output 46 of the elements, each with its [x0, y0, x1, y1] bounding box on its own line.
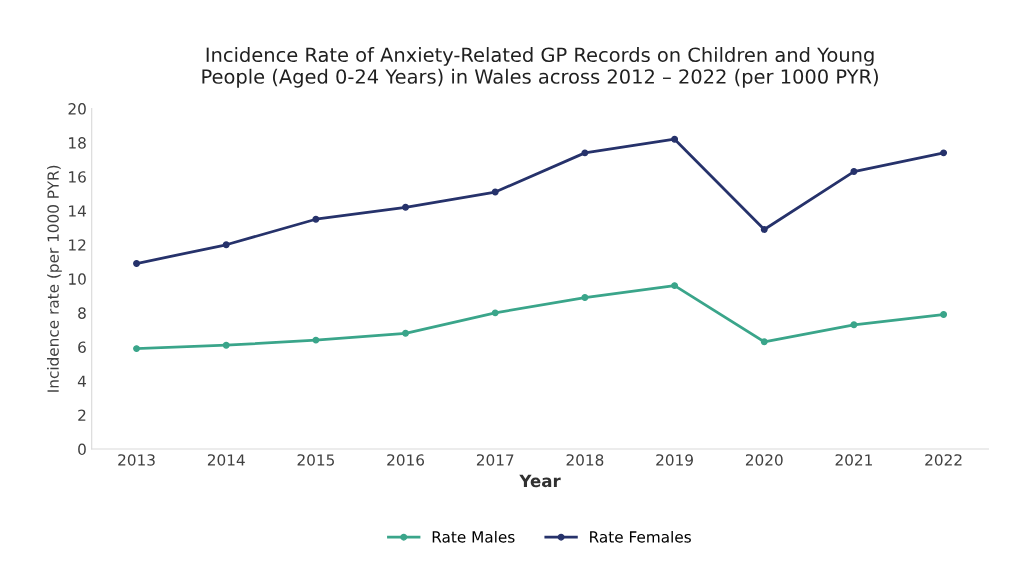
y-tick-label: 18 — [69, 137, 86, 149]
y-tick-label: 6 — [78, 341, 86, 353]
point — [402, 203, 410, 211]
point — [222, 341, 230, 349]
point — [581, 149, 589, 157]
x-tick-label: 2022 — [925, 454, 962, 466]
point — [222, 241, 230, 249]
point — [940, 311, 948, 319]
point — [491, 188, 499, 196]
point — [312, 336, 320, 344]
point — [133, 260, 141, 267]
point — [671, 282, 679, 290]
x-axis-title: Year — [519, 474, 561, 488]
y-tick-label: 10 — [69, 273, 86, 285]
x-tick-label: 2015 — [297, 454, 334, 466]
point — [491, 309, 499, 317]
x-tick-label: 2013 — [118, 454, 155, 466]
x-tick-label: 2019 — [656, 454, 693, 466]
x-tick-label: 2020 — [745, 454, 783, 466]
x-tick-label: 2021 — [835, 454, 872, 466]
x-tick-label: 2016 — [387, 454, 425, 466]
y-tick-label: 4 — [77, 375, 86, 387]
point — [402, 329, 410, 337]
point — [133, 345, 141, 353]
point — [850, 168, 858, 176]
point — [671, 135, 679, 143]
y-tick-label: 0 — [78, 443, 86, 456]
point — [760, 338, 768, 346]
x-tick-label: 2014 — [207, 454, 245, 466]
point — [581, 294, 589, 302]
y-tick-label: 8 — [78, 307, 86, 319]
y-axis-title: Incidence rate (per 1000 PYR) — [47, 165, 62, 392]
y-tick-label: 16 — [69, 171, 86, 183]
legend-label: Rate Females — [590, 530, 691, 543]
y-tick-label: 14 — [69, 205, 86, 217]
point — [760, 225, 768, 233]
y-tick-label: 20 — [68, 103, 86, 115]
chart-title: Incidence Rate of Anxiety-Related GP Records on Children and Young People (Aged 0-24 Years) in Wales across 2012 – 2022 (per 1000 PYR) — [202, 47, 878, 88]
legend-label: Rate Males — [432, 530, 515, 543]
y-tick-label: 2 — [78, 409, 86, 421]
point — [940, 149, 948, 157]
x-tick-label: 2017 — [476, 454, 514, 466]
y-tick-label: 12 — [69, 239, 86, 251]
point — [850, 321, 858, 329]
x-tick-label: 2018 — [566, 454, 604, 466]
point — [312, 215, 320, 223]
